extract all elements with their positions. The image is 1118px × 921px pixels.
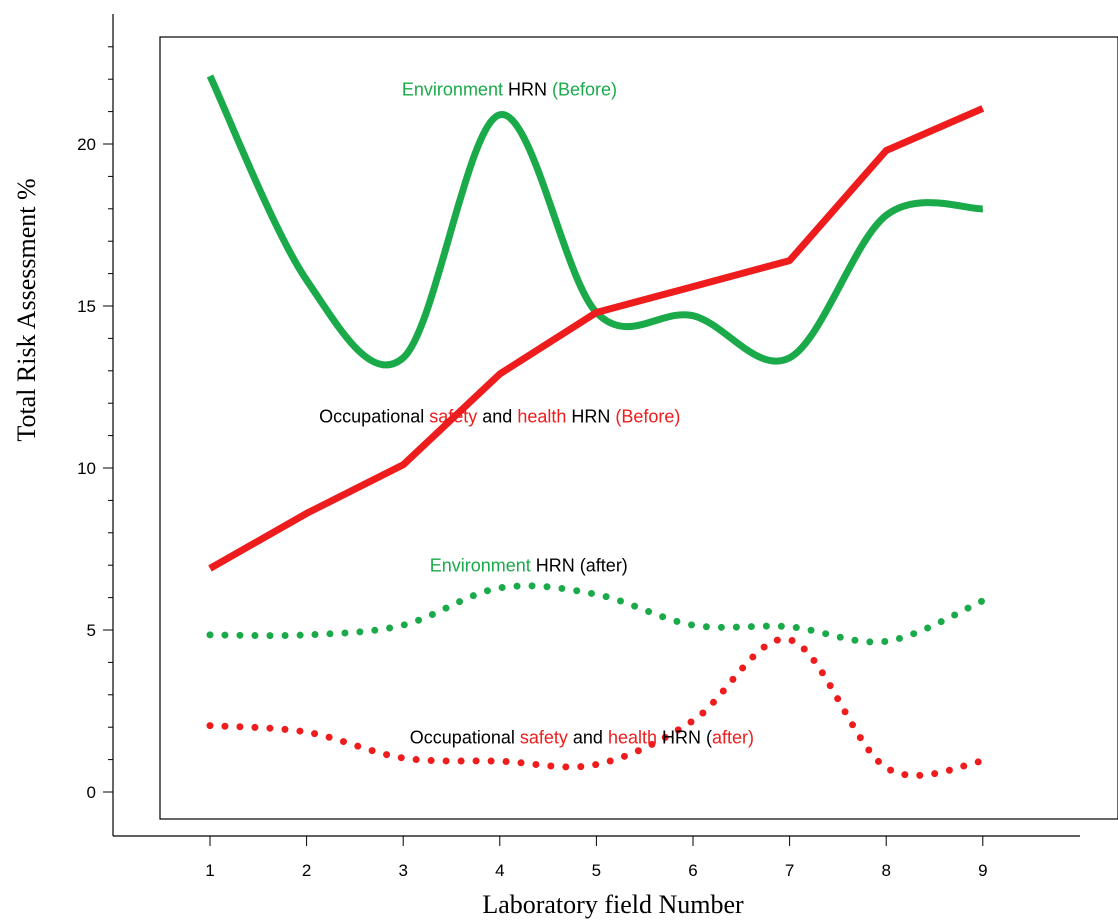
annotation-part: Environment	[402, 79, 503, 99]
y-tick-label: 5	[87, 621, 96, 640]
annotation-part: (Before)	[552, 79, 617, 99]
annotation-part: Occupational	[410, 727, 520, 747]
x-tick-label: 5	[592, 861, 601, 880]
annotation-env_before_label: Environment HRN (Before)	[402, 79, 617, 99]
annotation-osh_before_label: Occupational safety and health HRN (Befo…	[319, 407, 680, 427]
x-tick-label: 2	[302, 861, 311, 880]
annotation-part: HRN (	[657, 727, 712, 747]
annotation-part: health	[608, 727, 657, 747]
annotation-layer: Environment HRN (Before)Occupational saf…	[319, 79, 754, 747]
annotation-part: and	[477, 407, 517, 427]
x-tick-label: 3	[398, 861, 407, 880]
annotation-part: safety	[429, 407, 477, 427]
annotation-part: health	[517, 407, 566, 427]
series-line-osh_before	[208, 105, 985, 572]
annotation-part: safety	[520, 727, 568, 747]
y-tick-label: 20	[77, 135, 96, 154]
annotation-env_after_label: Environment HRN (after)	[430, 556, 628, 576]
x-tick-label: 1	[205, 861, 214, 880]
annotation-part: Occupational	[319, 407, 429, 427]
series-env_after	[206, 582, 987, 646]
series-env_before	[206, 74, 984, 369]
x-tick-label: 7	[785, 861, 794, 880]
x-tick-label: 6	[688, 861, 697, 880]
series-line-osh_after	[206, 635, 987, 779]
annotation-part: after)	[712, 727, 754, 747]
series-osh_before	[208, 105, 985, 572]
plot-box	[159, 36, 1118, 820]
series-osh_after	[206, 635, 987, 779]
annotation-part: and	[568, 727, 608, 747]
y-tick-label: 10	[77, 459, 96, 478]
y-tick-label: 0	[87, 783, 96, 802]
series-line-env_after	[206, 582, 987, 646]
annotation-part: HRN	[566, 407, 615, 427]
annotation-osh_after_label: Occupational safety and health HRN (afte…	[410, 727, 754, 747]
y-axis-ticks: 0 5 10 15 20	[77, 46, 113, 802]
y-tick-label: 15	[77, 297, 96, 316]
annotation-part: HRN	[503, 79, 552, 99]
x-tick-label: 8	[881, 861, 890, 880]
x-axis-ticks: 1 2 3 4 5 6 7 8 9	[205, 836, 988, 880]
y-axis-title: Total Risk Assessment %	[12, 178, 41, 441]
annotation-part: (Before)	[615, 407, 680, 427]
x-tick-label: 4	[495, 861, 504, 880]
series-line-env_before	[206, 74, 984, 369]
series-layer	[206, 74, 987, 779]
annotation-part: Environment	[430, 556, 531, 576]
x-tick-label: 9	[978, 861, 987, 880]
annotation-part: HRN (after)	[531, 556, 628, 576]
x-axis-title: Laboratory field Number	[482, 890, 744, 919]
